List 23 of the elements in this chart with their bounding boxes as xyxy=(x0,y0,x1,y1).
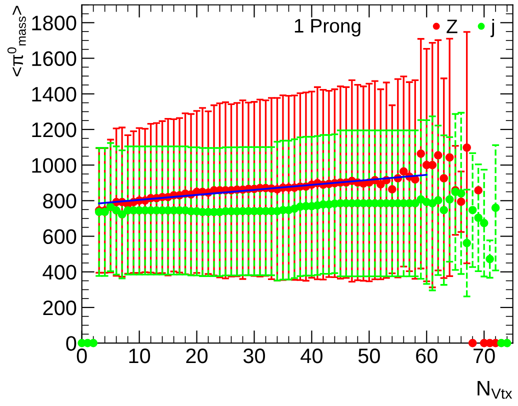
x-tick-label: 30 xyxy=(243,348,266,364)
x-tick-label: 60 xyxy=(416,348,438,364)
y-tick-label: 1800 xyxy=(32,16,76,30)
x-tick-label: 40 xyxy=(300,348,322,364)
y-tick-label: 800 xyxy=(43,194,76,208)
y-tick-label: 400 xyxy=(42,264,76,280)
x-tick-label: 0 xyxy=(76,348,87,364)
y-tick-label: 200 xyxy=(43,300,76,316)
y-axis-title: <π$^{0}$$_{mass}$> xyxy=(7,6,26,76)
x-tick-label: 50 xyxy=(358,348,380,364)
x-tick-label: 70 xyxy=(474,348,495,364)
x-tick-label: 20 xyxy=(186,348,208,364)
y-tick-label: 1000 xyxy=(32,158,76,173)
legend-label: j xyxy=(490,18,494,38)
y-tick-label: 1200 xyxy=(32,122,76,138)
y-tick-label: 1600 xyxy=(32,51,76,66)
x-tick-label: 10 xyxy=(129,348,150,364)
y-tick-label: 600 xyxy=(43,229,76,244)
y-tick-label: 1400 xyxy=(32,86,76,102)
y-tick-label: 0 xyxy=(66,336,76,351)
annotation: 1 Prong xyxy=(294,19,360,37)
x-axis-title: N$_{Vtx}$ xyxy=(478,380,512,399)
legend-label: Z xyxy=(446,20,458,34)
